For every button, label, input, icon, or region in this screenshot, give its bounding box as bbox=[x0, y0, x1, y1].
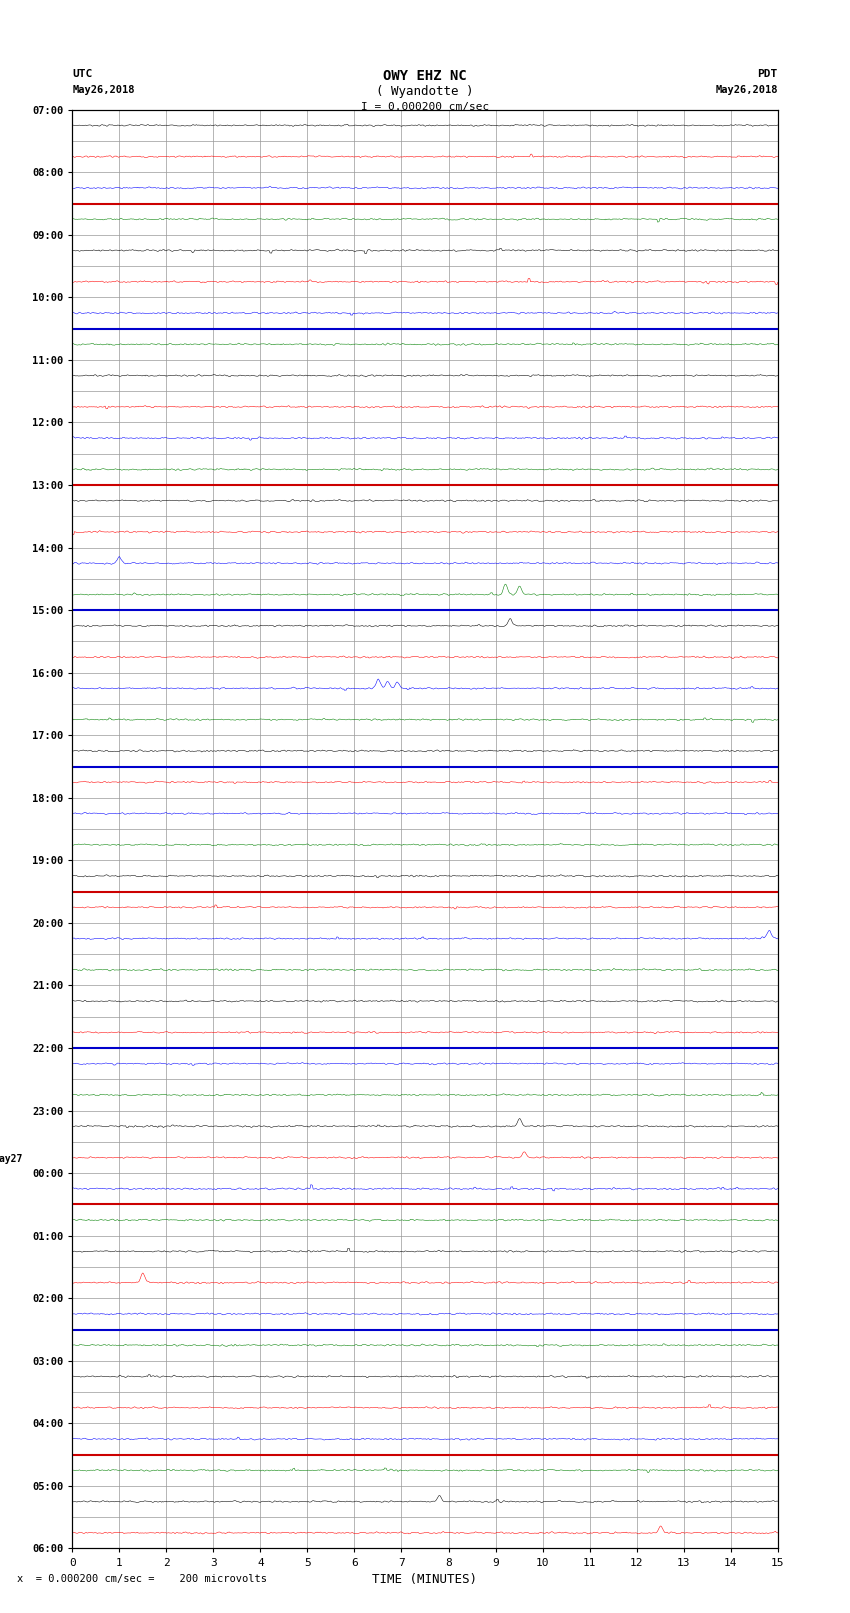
Text: May26,2018: May26,2018 bbox=[715, 85, 778, 95]
Text: UTC: UTC bbox=[72, 69, 93, 79]
Text: x  = 0.000200 cm/sec =    200 microvolts: x = 0.000200 cm/sec = 200 microvolts bbox=[17, 1574, 267, 1584]
Text: ( Wyandotte ): ( Wyandotte ) bbox=[377, 85, 473, 98]
Text: May26,2018: May26,2018 bbox=[72, 85, 135, 95]
Text: May27: May27 bbox=[0, 1153, 23, 1163]
X-axis label: TIME (MINUTES): TIME (MINUTES) bbox=[372, 1573, 478, 1586]
Text: PDT: PDT bbox=[757, 69, 778, 79]
Text: OWY EHZ NC: OWY EHZ NC bbox=[383, 69, 467, 84]
Text: I = 0.000200 cm/sec: I = 0.000200 cm/sec bbox=[361, 102, 489, 111]
